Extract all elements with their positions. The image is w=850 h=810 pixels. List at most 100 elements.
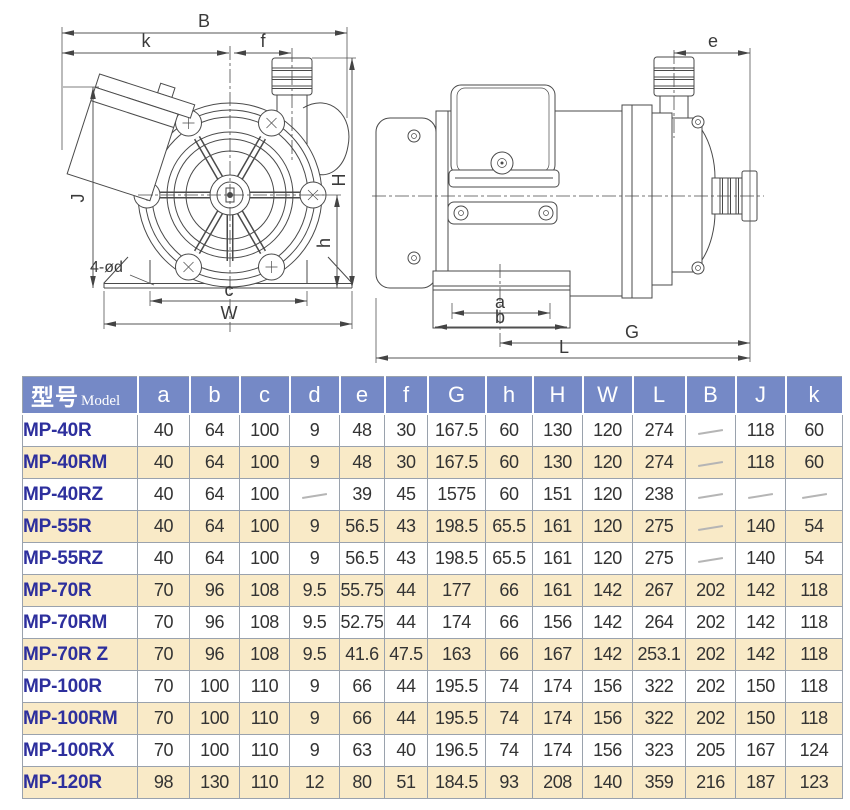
terminal-box [448,84,560,188]
dim-value: 238 [632,478,686,511]
dim-value: 64 [189,413,240,447]
dim-value: 74 [485,702,533,735]
table-row: MP-55RZ 40 64 100 9 56.5 43 198.5 65.5 161 120 275 1… [22,542,843,575]
dim-value: 202 [685,638,736,671]
dim-value: 40 [137,446,190,479]
dim-value: 74 [485,670,533,703]
dim-value: 142 [735,638,786,671]
dim-value: 64 [189,542,240,575]
dim-value: 167.5 [427,413,486,447]
dim-label-f: f [260,31,266,51]
dim-value: 9 [289,446,340,479]
dim-value: 123 [785,766,843,799]
dim-value: 44 [384,574,428,607]
dim-value: 174 [532,734,583,767]
dim-value: 100 [239,478,290,511]
table-row: MP-40RM 40 64 100 9 48 30 167.5 60 130 120 274 118 60 [22,446,843,479]
header-model-en: Model [81,393,121,409]
dim-value: 130 [189,766,240,799]
dim-value: 93 [485,766,533,799]
table-body: MP-40R 40 64 100 9 48 30 167.5 60 130 120 274 118 60 M… [22,413,843,799]
header-col-e: e [339,376,386,415]
dim-value: 108 [239,574,290,607]
header-col-k: k [785,376,844,415]
dim-value: 195.5 [427,670,486,703]
dim-value: 150 [735,702,786,735]
dim-value: 60 [485,413,533,447]
dim-value: 177 [427,574,486,607]
dim-value: 110 [239,702,290,735]
dim-value: 54 [785,510,843,543]
header-col-L: L [632,376,687,415]
dim-value [685,478,736,511]
dim-value: 51 [384,766,428,799]
dim-label-b: b [495,307,505,327]
dim-value: 70 [137,734,190,767]
dim-value: 202 [685,606,736,639]
dim-value: 60 [485,478,533,511]
model-name: MP-70R [22,574,138,607]
header-col-f: f [384,376,429,415]
dim-value: 140 [735,542,786,575]
header-col-W: W [582,376,634,415]
dim-value: 156 [582,734,633,767]
dim-value: 150 [735,670,786,703]
dim-value: 40 [137,510,190,543]
dim-value: 48 [339,413,385,447]
model-name: MP-100RM [22,702,138,735]
table-row: MP-40R 40 64 100 9 48 30 167.5 60 130 120 274 118 60 [22,413,843,447]
dim-value: 98 [137,766,190,799]
table-row: MP-70R 70 96 108 9.5 55.75 44 177 66 161 142 267 202… [22,574,843,607]
table-row: MP-70R Z 70 96 108 9.5 41.6 47.5 163 66 167 142 253… [22,638,843,671]
dim-value: 264 [632,606,686,639]
dim-value: 322 [632,670,686,703]
dim-value: 156 [582,670,633,703]
dim-value: 267 [632,574,686,607]
dim-value: 118 [785,606,843,639]
header-model-cn: 型号 [31,384,79,410]
header-col-b: b [189,376,241,415]
header-col-B: B [685,376,737,415]
dim-value: 40 [137,413,190,447]
header-col-G: G [427,376,487,415]
dim-value [685,510,736,543]
dim-value: 9 [289,670,340,703]
dim-value: 118 [785,574,843,607]
dim-value: 100 [189,734,240,767]
dim-value: 120 [582,478,633,511]
empty-dash [698,460,723,466]
dim-value: 70 [137,702,190,735]
dim-label-a: a [495,292,506,312]
dim-value [785,478,843,511]
empty-dash [698,492,723,498]
dim-value: 167 [735,734,786,767]
dim-value: 130 [532,446,583,479]
dim-value: 142 [735,606,786,639]
mounting-bracket [621,104,653,299]
dim-value: 45 [384,478,428,511]
model-name: MP-70RM [22,606,138,639]
table-row: MP-40RZ 40 64 100 39 45 1575 60 151 120 238 [22,478,843,511]
dim-value: 184.5 [427,766,486,799]
dim-value [735,478,786,511]
dim-label-h: h [314,238,334,248]
dim-value: 161 [532,574,583,607]
dim-value: 44 [384,606,428,639]
dim-value: 156 [582,702,633,735]
table-row: MP-100RM 70 100 110 9 66 44 195.5 74 174 156 322 202… [22,702,843,735]
dim-value: 140 [735,510,786,543]
model-name: MP-120R [22,766,138,799]
dim-value: 70 [137,574,190,607]
header-col-d: d [289,376,341,415]
dim-label-k: k [142,31,152,51]
dim-value: 163 [427,638,486,671]
dim-label-B: B [198,11,210,31]
dim-value: 120 [582,446,633,479]
dim-value: 110 [239,734,290,767]
dim-value: 124 [785,734,843,767]
dim-value: 66 [339,702,385,735]
dim-value: 202 [685,670,736,703]
dim-value: 100 [189,702,240,735]
dim-value: 142 [582,574,633,607]
dim-value: 275 [632,542,686,575]
